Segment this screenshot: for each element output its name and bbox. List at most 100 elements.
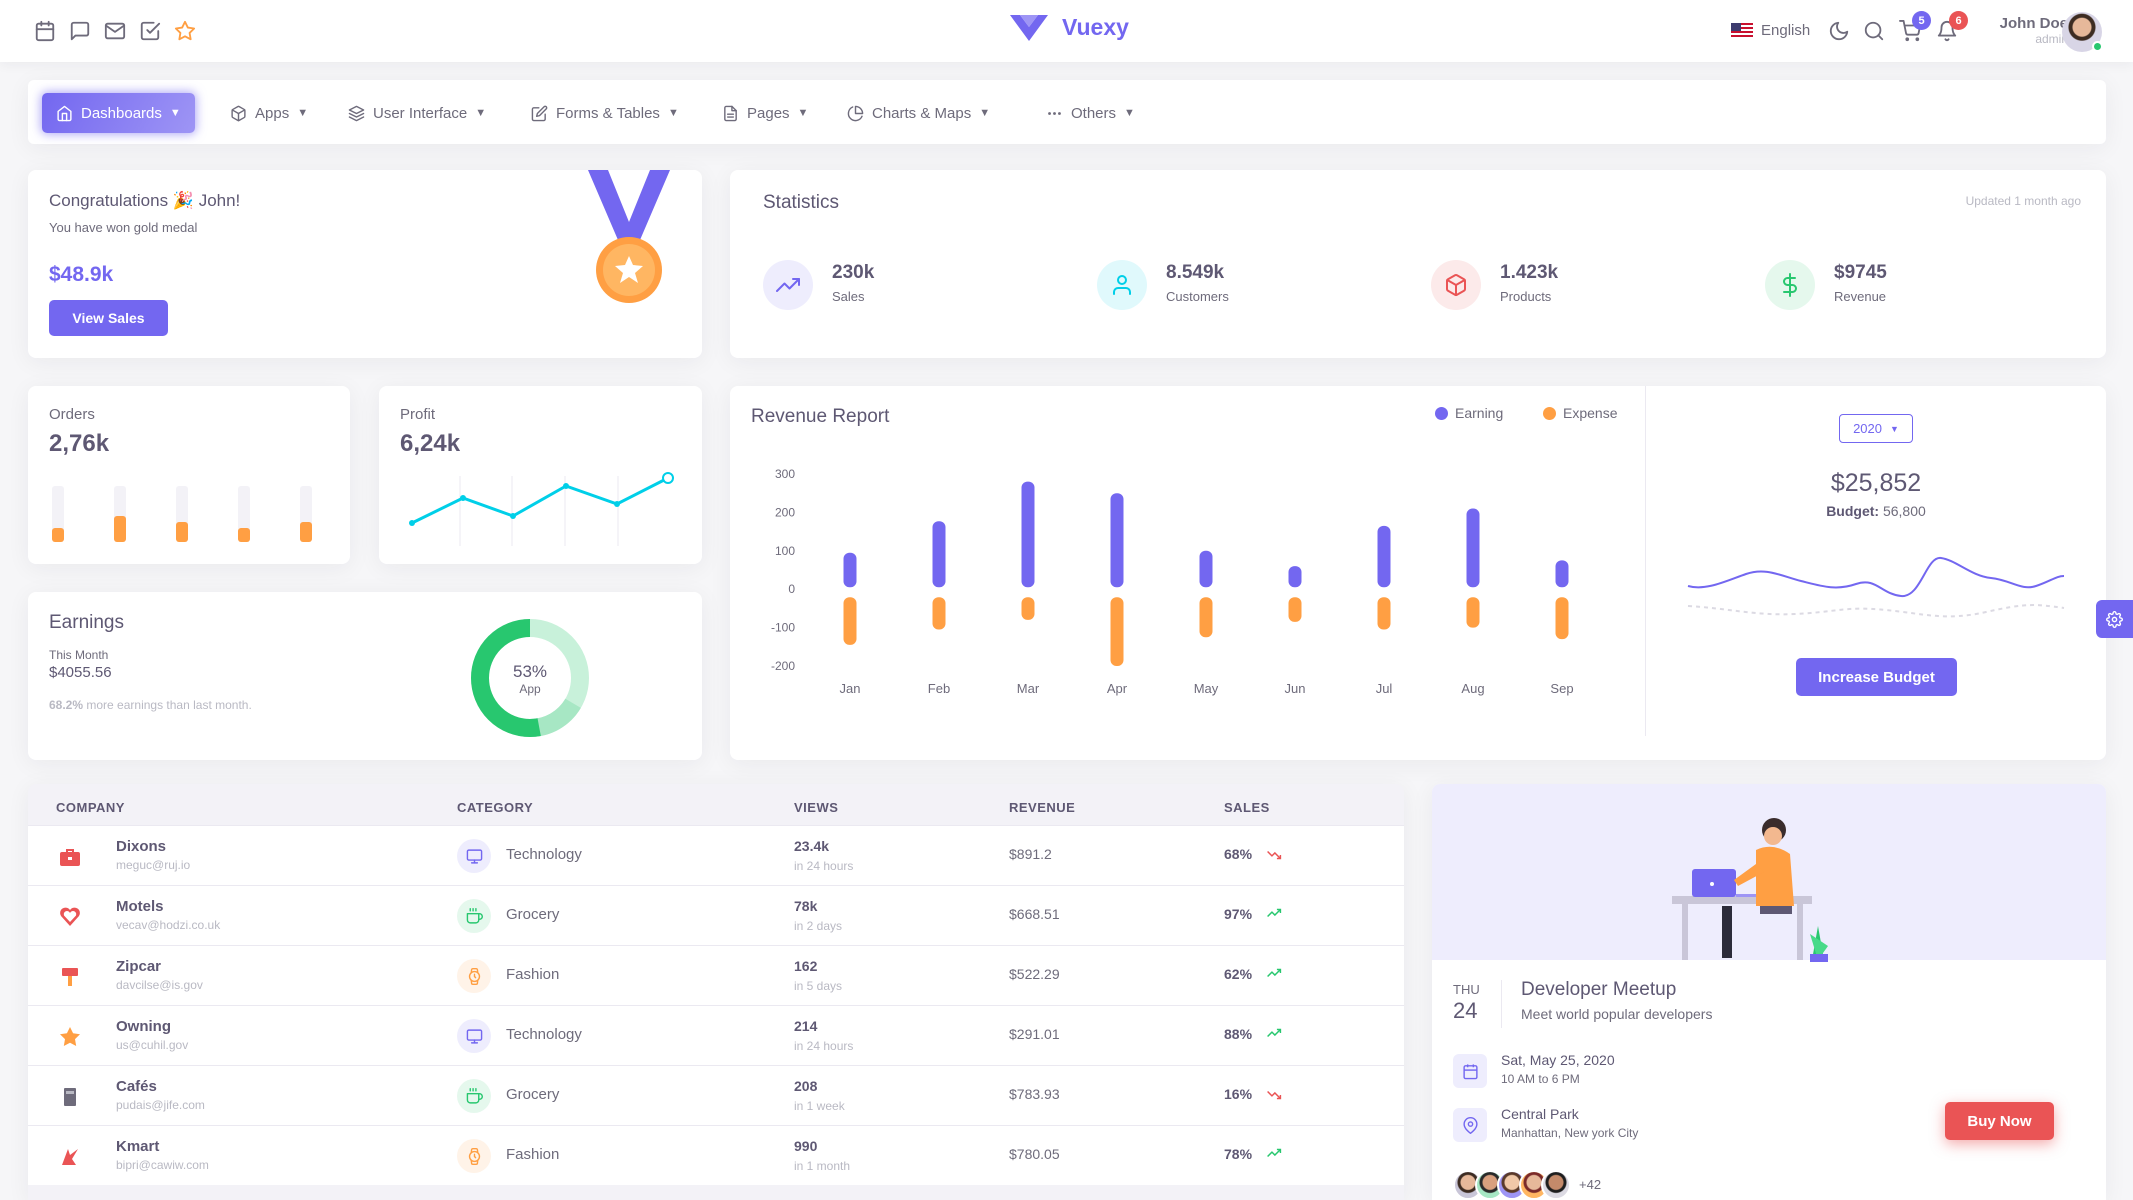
avatar[interactable] <box>2062 12 2103 52</box>
nav-pages[interactable]: Pages ▼ <box>708 93 822 133</box>
view-sales-button[interactable]: View Sales <box>49 300 168 336</box>
table-row[interactable]: Kmart bipri@cawiw.com Fashion 990 in 1 m… <box>28 1125 1404 1185</box>
table-row[interactable]: Zipcar davcilse@is.gov Fashion 162 in 5 … <box>28 945 1404 1005</box>
mail-icon[interactable] <box>103 19 127 43</box>
nav-dashboards[interactable]: Dashboards ▼ <box>42 93 195 133</box>
y-tick-label: 300 <box>775 467 795 481</box>
company-email: davcilse@is.gov <box>116 978 203 992</box>
y-tick-label: 200 <box>775 505 795 519</box>
cart-icon[interactable]: 5 <box>1898 11 1931 43</box>
sales-value: 97% <box>1224 906 1253 922</box>
package-icon <box>231 105 246 121</box>
nav-label: Charts & Maps <box>872 104 972 122</box>
company-name: Owning <box>116 1018 171 1035</box>
table-row[interactable]: Motels vecav@hodzi.co.uk Grocery 78k in … <box>28 885 1404 945</box>
orders-title: Orders <box>49 406 95 423</box>
table-row[interactable]: Owning us@cuhil.gov Technology 214 in 24… <box>28 1005 1404 1065</box>
star-logo-icon <box>60 1027 80 1047</box>
top-navbar: Vuexy English 5 6 John Doe admin <box>0 0 2133 62</box>
profit-title: Profit <box>400 406 436 423</box>
views-value: 78k <box>794 898 818 914</box>
y-tick-label: 0 <box>788 582 795 596</box>
donut-percent: 53% <box>512 662 548 681</box>
congrats-amount: $48.9k <box>49 263 114 286</box>
company-name: Dixons <box>116 838 167 855</box>
expense-bar <box>1555 597 1569 640</box>
orders-value: 2,76k <box>49 430 110 457</box>
stat-products-label: Products <box>1500 289 1552 304</box>
search-icon[interactable] <box>1862 19 1886 43</box>
legend-earning[interactable]: Earning <box>1435 405 1503 421</box>
buy-now-button[interactable]: Buy Now <box>1945 1102 2054 1140</box>
profit-line-chart <box>409 472 674 546</box>
medal-icon <box>588 170 670 303</box>
revenue-total: $25,852 <box>1830 469 1922 497</box>
nav-label: Apps <box>255 104 290 122</box>
earnings-note-text: more earnings than last month. <box>86 698 252 712</box>
th-sales: SALES <box>1224 800 1270 815</box>
budget-text: Budget: 56,800 <box>1746 503 2006 519</box>
legend-expense-label: Expense <box>1563 405 1618 421</box>
legend-expense[interactable]: Expense <box>1543 405 1617 421</box>
moon-icon[interactable] <box>1827 19 1851 43</box>
nav-apps[interactable]: Apps ▼ <box>216 93 322 133</box>
gear-icon <box>2106 610 2123 628</box>
monitor-icon <box>466 848 482 864</box>
stat-sales-value: 230k <box>832 262 875 283</box>
x-tick-label: Jul <box>1376 681 1393 696</box>
increase-budget-button[interactable]: Increase Budget <box>1796 658 1957 696</box>
customizer-toggle[interactable] <box>2096 600 2133 638</box>
company-name: Motels <box>116 898 164 915</box>
earning-bar <box>1021 481 1035 588</box>
home-icon <box>57 105 72 121</box>
nav-others[interactable]: Others ▼ <box>1032 93 1149 133</box>
trending-up-icon <box>1267 968 1282 978</box>
meetup-where: Central Park <box>1501 1106 1579 1122</box>
trending-up-icon <box>1267 1028 1282 1038</box>
table-row[interactable]: Cafés pudais@jife.com Grocery 208 in 1 w… <box>28 1065 1404 1125</box>
revenue-report-title: Revenue Report <box>751 406 890 427</box>
views-period: in 24 hours <box>794 859 854 873</box>
developer-illustration <box>1672 818 1828 962</box>
expense-bar <box>1110 597 1124 666</box>
cart-badge: 5 <box>1912 11 1931 30</box>
user-info[interactable]: John Doe admin <box>1978 15 2068 46</box>
budget-value: 56,800 <box>1882 503 1926 519</box>
table-row[interactable]: Dixons meguc@ruj.io Technology 23.4k in … <box>28 825 1404 885</box>
th-company: COMPANY <box>56 800 125 815</box>
company-name: Cafés <box>116 1078 157 1095</box>
legend-earning-dot <box>1435 406 1448 420</box>
stat-customers-value: 8.549k <box>1166 262 1225 283</box>
year-select[interactable]: 2020 ▼ <box>1839 414 1913 443</box>
star-icon[interactable] <box>173 19 197 43</box>
statistics-card: Statistics Updated 1 month ago 230k Sale… <box>730 170 2106 358</box>
company-name: Zipcar <box>116 958 162 975</box>
expense-bar <box>932 597 946 630</box>
year-select-value: 2020 <box>1853 421 1882 436</box>
bell-icon[interactable]: 6 <box>1935 11 1968 43</box>
nav-label: Others <box>1071 104 1117 122</box>
earning-bar <box>1288 566 1302 588</box>
message-icon[interactable] <box>68 19 92 43</box>
revenue-divider <box>1645 386 1646 736</box>
y-tick-label: -200 <box>771 659 795 673</box>
check-square-icon[interactable] <box>138 19 162 43</box>
avatar[interactable] <box>1541 1170 1571 1200</box>
revenue-value: $522.29 <box>1009 966 1060 982</box>
coffee-icon <box>466 1087 483 1104</box>
category-icon-circle <box>457 839 491 873</box>
views-period: in 1 month <box>794 1159 851 1173</box>
nav-user-interface[interactable]: User Interface ▼ <box>334 93 500 133</box>
brand-logo[interactable]: Vuexy <box>1010 14 1129 41</box>
language-selector[interactable]: English <box>1731 22 1810 39</box>
nav-charts-maps[interactable]: Charts & Maps ▼ <box>833 93 1004 133</box>
revenue-value: $668.51 <box>1009 906 1060 922</box>
earnings-note-pct: 68.2% <box>49 698 84 712</box>
company-email: meguc@ruj.io <box>116 858 191 872</box>
views-value: 162 <box>794 958 818 974</box>
nav-forms-tables[interactable]: Forms & Tables ▼ <box>517 93 693 133</box>
earnings-donut-chart <box>471 619 589 737</box>
earnings-card: Earnings This Month $4055.56 68.2% more … <box>28 592 702 760</box>
statistics-updated: Updated 1 month ago <box>1965 194 2081 208</box>
calendar-icon[interactable] <box>33 19 57 43</box>
